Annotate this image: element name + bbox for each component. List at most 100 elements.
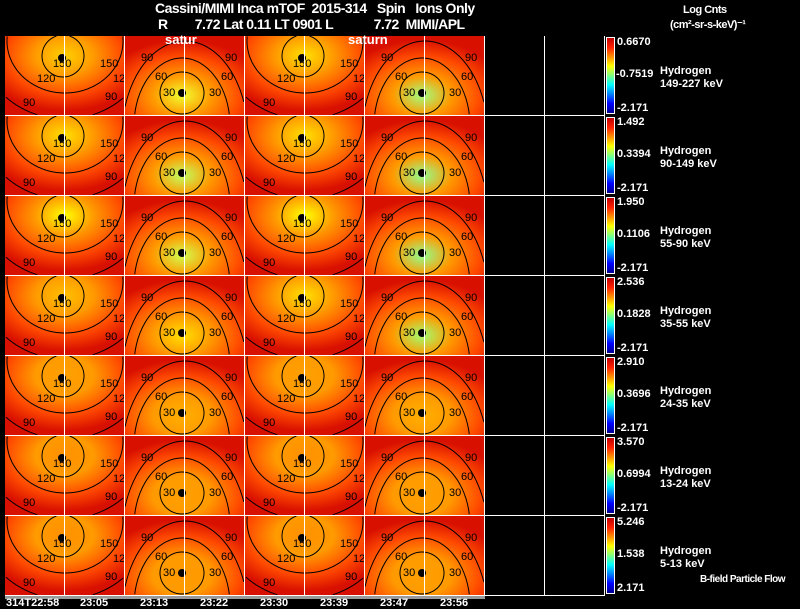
grid-line	[424, 276, 425, 355]
grid-line	[424, 516, 425, 595]
contour-line	[69, 276, 85, 296]
contour-line	[309, 116, 325, 136]
contour-line	[134, 537, 230, 595]
contour-line	[125, 360, 244, 427]
contour-line	[69, 356, 85, 376]
contour-label: 90	[465, 452, 477, 464]
contour-label: 120	[113, 553, 124, 565]
contour-line	[374, 297, 470, 355]
contour-line	[69, 116, 85, 136]
contour-line	[92, 497, 124, 515]
contour-label: 120	[277, 233, 295, 245]
contour-line	[159, 231, 205, 275]
colorbar-min: -2.171	[617, 102, 649, 114]
contour-label: 120	[353, 313, 364, 325]
colorbar	[606, 37, 615, 114]
species-label: Hydrogen 149-227 keV	[660, 65, 723, 91]
contour-label: 90	[345, 491, 357, 503]
saturn-label: saturn	[348, 32, 388, 47]
empty-panel	[485, 436, 544, 515]
grid-line	[64, 116, 65, 195]
contour-label: 150	[53, 298, 71, 310]
contour-line	[365, 520, 484, 587]
time-tick-label: 23:56	[440, 597, 469, 609]
contour-line	[374, 57, 470, 115]
colorbar-min: -2.171	[617, 342, 649, 354]
contour-label: 90	[23, 497, 35, 509]
contour-line	[245, 336, 278, 355]
grid-line	[304, 116, 305, 195]
bfield-legend: B-field Particle Flow	[700, 574, 786, 585]
contour-label: 90	[465, 292, 477, 304]
empty-panel	[545, 116, 604, 195]
contour-label: 90	[263, 497, 275, 509]
contour-label: 150	[100, 538, 118, 550]
contour-label: 30	[449, 327, 461, 339]
colorbar-max: 1.950	[617, 196, 645, 208]
colorbar-max: 3.570	[617, 436, 645, 448]
contour-line	[69, 436, 85, 456]
contour-label: 90	[381, 212, 393, 224]
contour-line	[6, 356, 124, 414]
contour-label: 90	[263, 337, 275, 349]
contour-label: 120	[277, 73, 295, 85]
contour-label: 60	[395, 71, 407, 83]
contour-label: 120	[277, 553, 295, 565]
contour-line	[41, 516, 85, 558]
contour-label: 30	[449, 167, 461, 179]
contour-label: 150	[293, 218, 311, 230]
contour-line	[332, 177, 364, 195]
contour-label: 90	[465, 52, 477, 64]
contour-label: 90	[381, 532, 393, 544]
contour-label: 60	[395, 311, 407, 323]
contour-line	[399, 151, 445, 195]
contour-label: 90	[345, 331, 357, 343]
contour-label: 150	[100, 378, 118, 390]
contour-label: 90	[263, 97, 275, 109]
contour-line	[309, 276, 325, 296]
contour-label: 60	[155, 231, 167, 243]
contour-label: 120	[277, 473, 295, 485]
grid-line	[184, 116, 185, 195]
contour-label: 90	[23, 177, 35, 189]
contour-label: 120	[113, 153, 124, 165]
energy-range: 13-24 keV	[660, 478, 711, 490]
contour-line	[134, 217, 230, 275]
contour-line	[41, 436, 85, 478]
contour-label: 120	[353, 393, 364, 405]
contour-line	[245, 96, 278, 115]
time-tick-label: 23:47	[380, 597, 409, 609]
species-label: Hydrogen 35-55 keV	[660, 305, 711, 331]
grid-line	[184, 436, 185, 515]
species-label: Hydrogen 90-149 keV	[660, 145, 717, 171]
contour-line	[5, 416, 38, 435]
contour-line	[41, 356, 85, 398]
colorbar-max: 2.536	[617, 276, 645, 288]
contour-label: 90	[345, 91, 357, 103]
contour-label: 30	[163, 487, 175, 499]
contour-label: 150	[100, 138, 118, 150]
empty-panel	[485, 36, 544, 115]
species-name: Hydrogen	[660, 305, 712, 317]
contour-label: 120	[277, 313, 295, 325]
contour-label: 150	[293, 138, 311, 150]
contour-label: 30	[403, 167, 415, 179]
contour-label: 120	[37, 233, 55, 245]
colorbar-max: 0.6670	[617, 36, 651, 48]
grid-line	[424, 196, 425, 275]
contour-line	[374, 377, 470, 435]
time-tick-label: 23:05	[80, 597, 109, 609]
contour-line	[246, 516, 364, 574]
contour-label: 60	[461, 231, 473, 243]
image-grid: 1501501201209090909060603030150150120120…	[5, 36, 605, 596]
contour-label: 150	[340, 58, 358, 70]
energy-image-panel: 90 90 60 60 30 30	[365, 436, 484, 515]
species-name: Hydrogen	[660, 225, 712, 237]
contour-line	[6, 276, 124, 334]
contour-line	[365, 280, 484, 347]
contour-label: 90	[105, 571, 117, 583]
contour-label: 30	[209, 87, 221, 99]
contour-line	[281, 116, 325, 158]
contour-label: 150	[293, 538, 311, 550]
grid-line	[64, 36, 65, 115]
